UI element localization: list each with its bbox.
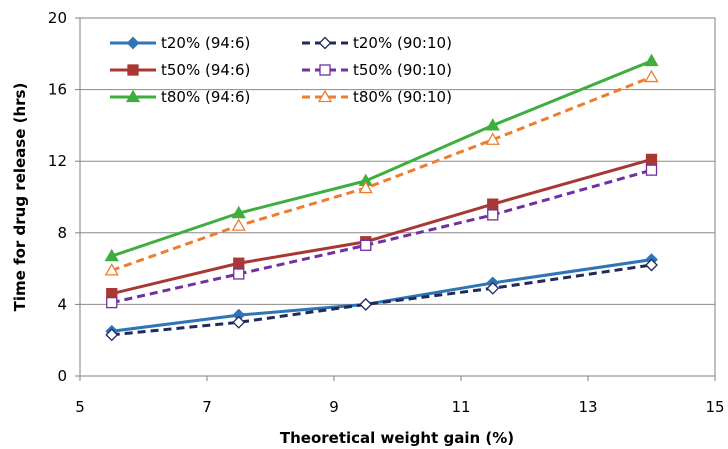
data-point (104, 248, 119, 262)
y-tick-label: 20 (48, 9, 67, 27)
data-point (487, 198, 499, 210)
legend-marker (317, 89, 333, 103)
legend-item: t20% (94:6) (110, 34, 250, 52)
data-point (231, 205, 246, 219)
data-point (644, 69, 659, 83)
x-tick-label: 11 (451, 398, 470, 416)
series-0 (105, 253, 658, 338)
plot-area-border (79, 17, 716, 377)
legend-item: t50% (94:6) (110, 61, 250, 79)
legend: t20% (94:6) t20% (90:10) t50% (94:6) t50% (… (110, 34, 452, 106)
series-line (111, 157, 652, 296)
series-5 (104, 69, 659, 276)
legend-label: t50% (90:10) (353, 61, 452, 79)
series-3 (106, 164, 658, 309)
legend-label: t50% (94:6) (161, 61, 250, 79)
x-tick-label: 5 (75, 398, 85, 416)
data-point (486, 281, 500, 295)
legend-marker (318, 36, 332, 50)
series-line (111, 258, 652, 333)
series-4 (104, 53, 659, 262)
x-tick-label: 13 (578, 398, 597, 416)
legend-marker (319, 64, 331, 76)
data-point (645, 153, 658, 166)
legend-item: t20% (90:10) (302, 34, 452, 52)
series-group (104, 53, 659, 342)
legend-marker (126, 36, 140, 50)
x-tick-label: 7 (202, 398, 212, 416)
legend-marker (127, 64, 139, 76)
data-point (104, 263, 119, 276)
data-point (359, 297, 373, 311)
x-axis-ticks: 5 7 9 11 13 15 (75, 376, 725, 416)
data-point (233, 268, 245, 280)
data-point (105, 328, 119, 342)
y-tick-label: 12 (48, 152, 67, 170)
data-point (232, 315, 246, 329)
y-tick-label: 0 (57, 367, 67, 385)
x-tick-label: 9 (329, 398, 339, 416)
series-2 (106, 153, 658, 300)
legend-marker (125, 89, 141, 103)
legend-label: t20% (94:6) (161, 34, 250, 52)
data-point (644, 53, 659, 67)
legend-item: t50% (90:10) (302, 61, 452, 79)
legend-item: t80% (90:10) (302, 88, 452, 106)
y-tick-label: 16 (48, 81, 67, 99)
data-point (360, 239, 372, 251)
data-point (485, 132, 500, 145)
x-axis-title: Theoretical weight gain (%) (280, 429, 514, 447)
data-point (487, 209, 499, 221)
legend-label: t80% (94:6) (161, 88, 250, 106)
data-point (645, 258, 658, 272)
y-tick-label: 4 (57, 295, 67, 313)
data-point (233, 257, 245, 269)
legend-label: t80% (90:10) (353, 88, 452, 106)
series-1 (105, 258, 658, 342)
data-point (485, 118, 500, 131)
data-point (231, 218, 246, 231)
series-line (111, 263, 652, 337)
x-tick-label: 15 (705, 398, 724, 416)
y-tick-label: 8 (57, 224, 67, 242)
data-point (645, 164, 658, 176)
legend-label: t20% (90:10) (353, 34, 452, 52)
y-axis-title: Time for drug release (hrs) (11, 83, 29, 312)
legend-item: t80% (94:6) (110, 88, 250, 106)
data-point (106, 296, 118, 309)
y-axis-ticks: 0 4 8 12 16 20 (48, 9, 80, 385)
data-point (358, 180, 373, 194)
